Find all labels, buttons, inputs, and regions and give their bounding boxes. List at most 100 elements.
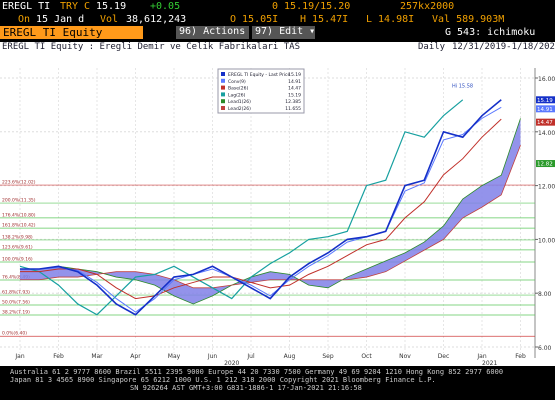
y-tick-label: 12.00 [538, 184, 555, 191]
legend: EREGL TI Equity - Last Price15.19Conv(9)… [217, 68, 305, 114]
level-label: 61.8%(7.93) [2, 290, 30, 296]
x-tick-label: Dec [438, 353, 450, 360]
date-range: 12/31/2019-1/18/2021 [452, 42, 555, 52]
footer-line: SN 926264 AST GMT+3:00 G831-1886-1 17-Ja… [130, 384, 362, 392]
on: On [18, 14, 31, 25]
cloud [20, 118, 521, 304]
x-tick-label: Jan [14, 353, 24, 360]
level-label: 176.4%(10.80) [2, 212, 36, 218]
y-tick-label: 6.00 [538, 345, 552, 352]
legend-label: EREGL TI Equity - Last Price [228, 72, 290, 78]
x-tick-label: Feb [515, 353, 526, 360]
x-tick-label: Jun [207, 353, 218, 360]
legend-swatch [221, 92, 225, 97]
level-label: 100.0%(9.16) [2, 256, 33, 262]
level-label: 138.2%(9.98) [2, 234, 33, 240]
level-label: 38.2%(7.19) [2, 309, 30, 315]
currency: TRY [60, 1, 79, 12]
level-label: 223.6%(12.02) [2, 180, 36, 186]
level-label: 50.0%(7.56) [2, 300, 30, 306]
series-line [20, 99, 502, 316]
period: Daily [418, 42, 446, 52]
legend-label: Base(26) [228, 86, 248, 92]
high-label: Hi 15.58 [452, 83, 473, 89]
year-label: 2020 [224, 360, 239, 367]
level-label: 0.0%(6.40) [2, 331, 27, 337]
price-tag [536, 105, 555, 113]
legend-swatch [221, 106, 225, 110]
x-tick-label: Sep [322, 353, 334, 360]
date: 15 Jan d [36, 14, 85, 25]
x-tick-label: Oct [361, 353, 372, 360]
footer-line: Japan 81 3 4565 8900 Singapore 65 6212 1… [10, 376, 436, 384]
last-price: 15.19 [96, 1, 127, 12]
legend-label: Lead1(26) [228, 99, 251, 105]
legend-label: Conv(9) [228, 79, 246, 85]
y-tick-label: 10.00 [538, 237, 555, 244]
quote-row: EREGL TI TRY C 15.19 +0.05 0 15.19/15.20… [0, 0, 555, 12]
x-tick-label: Jan [476, 353, 486, 360]
x-tick-label: Feb [53, 353, 64, 360]
y-tick-label: 16.00 [538, 76, 555, 83]
x-tick-label: Apr [130, 353, 141, 360]
level-label: 200.0%(11.35) [2, 198, 36, 204]
legend-value: 12.385 [285, 99, 301, 105]
legend-swatch [221, 72, 225, 76]
level-label: 161.8%(10.42) [2, 223, 36, 229]
level-label: 76.4%(8.49) [2, 275, 30, 281]
cloud-tag-label: 12.82 [537, 162, 553, 168]
footer-line: Australia 61 2 9777 8600 Brazil 5511 239… [10, 368, 504, 376]
legend-box [217, 68, 305, 114]
x-tick-label: May [168, 353, 181, 360]
price-tag-label: 14.47 [537, 120, 553, 126]
x-tick-label: Nov [399, 353, 411, 360]
level-label: 123.6%(9.61) [2, 244, 33, 250]
function-bar: EREGL TI Equity 96) Actions ▾ 97) Edit ▾… [0, 26, 555, 40]
legend-swatch [221, 99, 225, 104]
legend-value: 14.47 [288, 86, 301, 92]
ticker: EREGL TI [2, 1, 51, 12]
change: +0.05 [150, 1, 181, 12]
security-field[interactable]: EREGL TI Equity [0, 26, 143, 39]
year-label: 2021 [482, 360, 497, 367]
series-line [19, 99, 464, 316]
chart: 6.00 8.00 10.00 12.00 14.00 16.00 Jan Feb Mar Apr… [0, 68, 555, 368]
function-name: G 543: ichimoku [445, 27, 536, 38]
legend-label: Lag(26) [228, 92, 246, 98]
legend-value: 11.655 [285, 106, 301, 112]
toolbar: 1D3D1M6MYTD1Y5YMaxDaily ▾TableEdit Chart [0, 54, 555, 122]
price-tag [536, 96, 555, 104]
vol-label: Vol [100, 14, 119, 25]
series-line [20, 145, 521, 289]
cloud-tag [536, 160, 555, 168]
legend-label: Lead2(26) [228, 106, 251, 112]
close-flag: C [84, 1, 91, 12]
footer: Australia 61 2 9777 8600 Brazil 5511 239… [0, 366, 555, 400]
high: H 15.47I [300, 14, 349, 25]
stats-row: On 15 Jan d Vol 38,612,243 O 15.05I H 15… [0, 13, 555, 25]
x-tick-label: Aug [284, 353, 296, 360]
y-tick-label: 14.00 [538, 130, 555, 137]
volume: 38,612,243 [126, 14, 187, 25]
legend-value: 15.19 [288, 92, 301, 98]
series-line [20, 118, 502, 300]
title-row: EREGL TI Equity : Eregli Demir ve Celik … [0, 42, 555, 54]
price-tag [536, 118, 555, 126]
price-tag-label: 14.91 [537, 107, 553, 113]
size: 257kx2000 [400, 1, 455, 12]
open: O 15.05I [230, 14, 279, 25]
edit-menu[interactable]: 97) Edit ▾ [252, 26, 315, 39]
actions-menu[interactable]: 96) Actions ▾ [176, 26, 257, 39]
legend-value: 14.91 [288, 79, 301, 85]
low: L 14.98I [366, 14, 415, 25]
legend-value: 15.19 [288, 72, 301, 78]
y-tick-label: 8.00 [538, 291, 552, 298]
price-tag-label: 15.19 [537, 98, 553, 104]
bid-ask: 0 15.19/15.20 [272, 1, 351, 12]
value-traded: Val 589.903M [432, 14, 505, 25]
series-line [20, 106, 502, 313]
legend-swatch [221, 78, 225, 83]
legend-swatch [221, 85, 225, 90]
description: EREGL TI Equity : Eregli Demir ve Celik … [2, 42, 301, 52]
x-tick-label: Mar [91, 353, 103, 360]
